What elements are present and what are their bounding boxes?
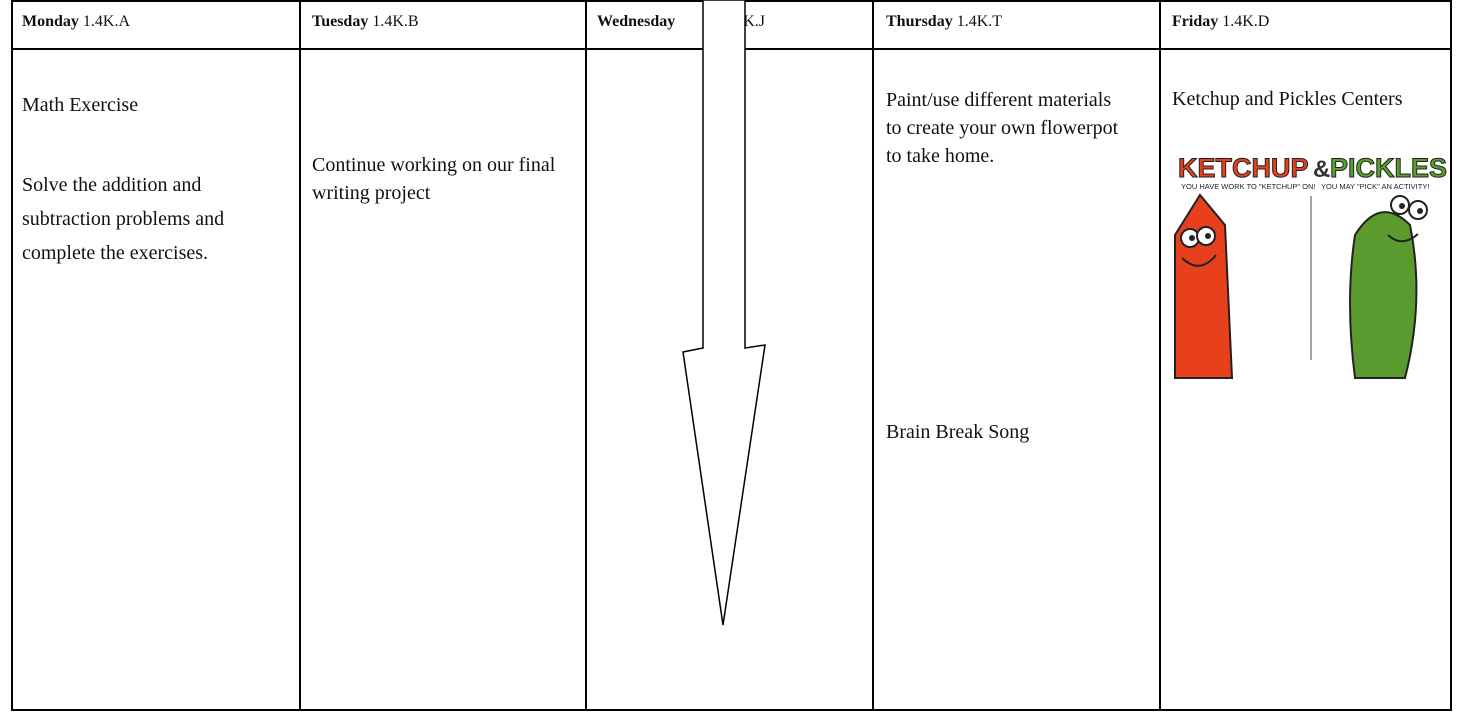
header-cell: Tuesday 1.4K.B [312, 13, 419, 31]
code: 1.4 K.J [719, 13, 766, 30]
day: Monday [22, 13, 79, 30]
day: Thursday [886, 13, 953, 30]
code: 1.4K.A [82, 13, 131, 30]
day: Wednesday [597, 13, 676, 30]
header-cell: Monday 1.4K.A [22, 13, 130, 31]
paragraph: Paint/use different materials to create … [886, 89, 1119, 167]
header-cell: Thursday 1.4K.T [886, 13, 1002, 31]
paragraph: Continue working on our final writing pr… [312, 154, 556, 204]
paragraph: Math Exercise [22, 94, 139, 116]
paragraph: Ketchup and Pickles Centers [1172, 88, 1403, 110]
paragraph: Solve the addition and subtraction probl… [22, 174, 225, 264]
day: Friday [1172, 13, 1219, 30]
day: Tuesday [312, 13, 369, 30]
header-cell: Friday 1.4K.D [1172, 13, 1269, 31]
code: 1.4K.D [1222, 13, 1270, 30]
paragraph: Brain Break Song [886, 421, 1030, 443]
code: 1.4K.T [956, 13, 1003, 30]
code: 1.4K.B [372, 13, 419, 30]
header-cell: Wednesday 1.4 K.J [597, 13, 765, 31]
